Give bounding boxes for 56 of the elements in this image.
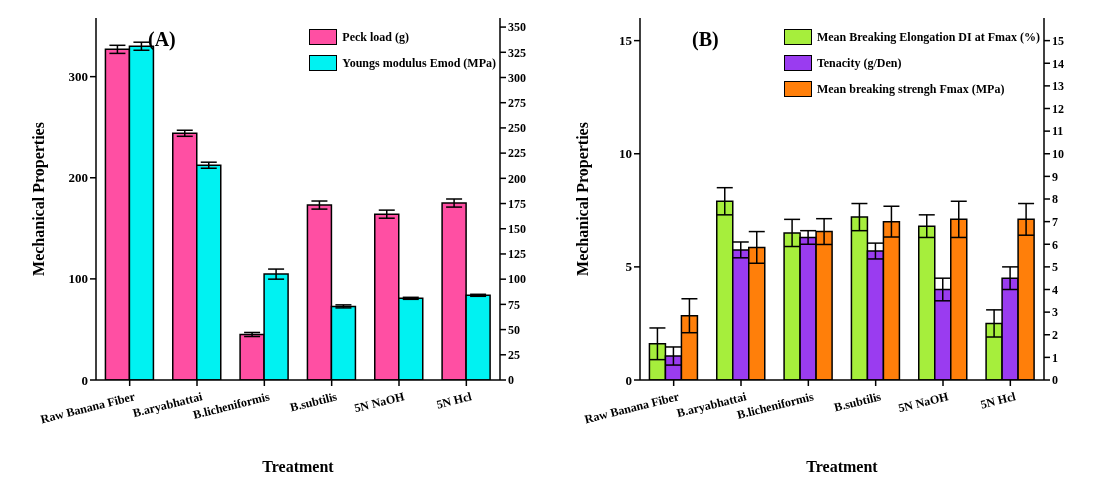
y2-tick-label: 1 <box>1052 350 1058 365</box>
y-tick-label: 5 <box>625 259 633 275</box>
y2-tick-label: 250 <box>508 121 526 136</box>
y2-tick-label: 2 <box>1052 328 1058 343</box>
annotation: (A) <box>148 28 176 51</box>
y2-tick-label: 14 <box>1052 56 1064 71</box>
y2-tick-label: 5 <box>1052 260 1058 275</box>
y2-tick-label: 325 <box>508 45 526 60</box>
x-axis-title: Treatment <box>806 458 879 475</box>
legend-label: Youngs modulus Emod (MPa) <box>342 55 496 71</box>
y2-tick-label: 50 <box>508 322 520 337</box>
y-tick-label: 15 <box>619 33 633 49</box>
y2-tick-label: 6 <box>1052 237 1058 252</box>
y2-tick-label: 150 <box>508 222 526 237</box>
x-tick-label: 5N NaOH <box>896 389 951 416</box>
y2-tick-label: 7 <box>1052 214 1058 229</box>
y2-tick-label: 15 <box>1052 33 1064 48</box>
x-axis-title: Treatment <box>262 458 335 475</box>
y-tick-label: 200 <box>68 170 88 186</box>
x-tick-label: 5N NaOH <box>352 389 407 416</box>
x-tick-label: 5N Hcl <box>435 389 474 412</box>
y2-tick-label: 3 <box>1052 305 1058 320</box>
y-tick-label: 10 <box>619 146 632 162</box>
y2-tick-label: 275 <box>508 95 526 110</box>
y2-tick-label: 10 <box>1052 147 1064 162</box>
y2-tick-label: 75 <box>508 297 520 312</box>
y2-tick-label: 4 <box>1052 282 1058 297</box>
y2-tick-label: 175 <box>508 196 526 211</box>
y2-tick-label: 25 <box>508 348 520 363</box>
y2-tick-label: 200 <box>508 171 526 186</box>
y2-tick-label: 12 <box>1052 101 1064 116</box>
legend-label: Peck load (g) <box>342 29 409 45</box>
legend-label: Mean Breaking Elongation DI at Fmax (%) <box>816 29 1040 45</box>
x-tick-label: 5N Hcl <box>979 389 1018 412</box>
y-tick-label: 0 <box>81 372 88 388</box>
y2-tick-label: 100 <box>508 272 526 287</box>
y2-tick-label: 125 <box>508 247 526 262</box>
y-axis-title: Mechanical Properties <box>573 122 592 276</box>
y2-tick-label: 300 <box>508 70 526 85</box>
legend-label: Mean breaking strengh Fmax (MPa) <box>816 81 1005 97</box>
y2-tick-label: 8 <box>1052 192 1058 207</box>
x-tick-label: B.subtilis <box>288 389 339 415</box>
y2-tick-label: 11 <box>1052 124 1064 139</box>
y2-tick-label: 0 <box>508 373 514 388</box>
y2-tick-label: 225 <box>508 146 526 161</box>
y-tick-label: 0 <box>625 372 632 388</box>
x-tick-label: B.subtilis <box>832 389 883 415</box>
annotation: (B) <box>692 28 719 51</box>
y2-tick-label: 350 <box>508 20 526 35</box>
y-axis-title: Mechanical Properties <box>29 122 48 276</box>
y2-tick-label: 13 <box>1052 79 1064 94</box>
y2-tick-label: 9 <box>1052 169 1058 184</box>
y2-tick-label: 0 <box>1052 373 1058 388</box>
y-tick-label: 100 <box>68 271 88 287</box>
y-tick-label: 300 <box>68 69 88 85</box>
legend-label: Tenacity (g/Den) <box>816 55 902 71</box>
